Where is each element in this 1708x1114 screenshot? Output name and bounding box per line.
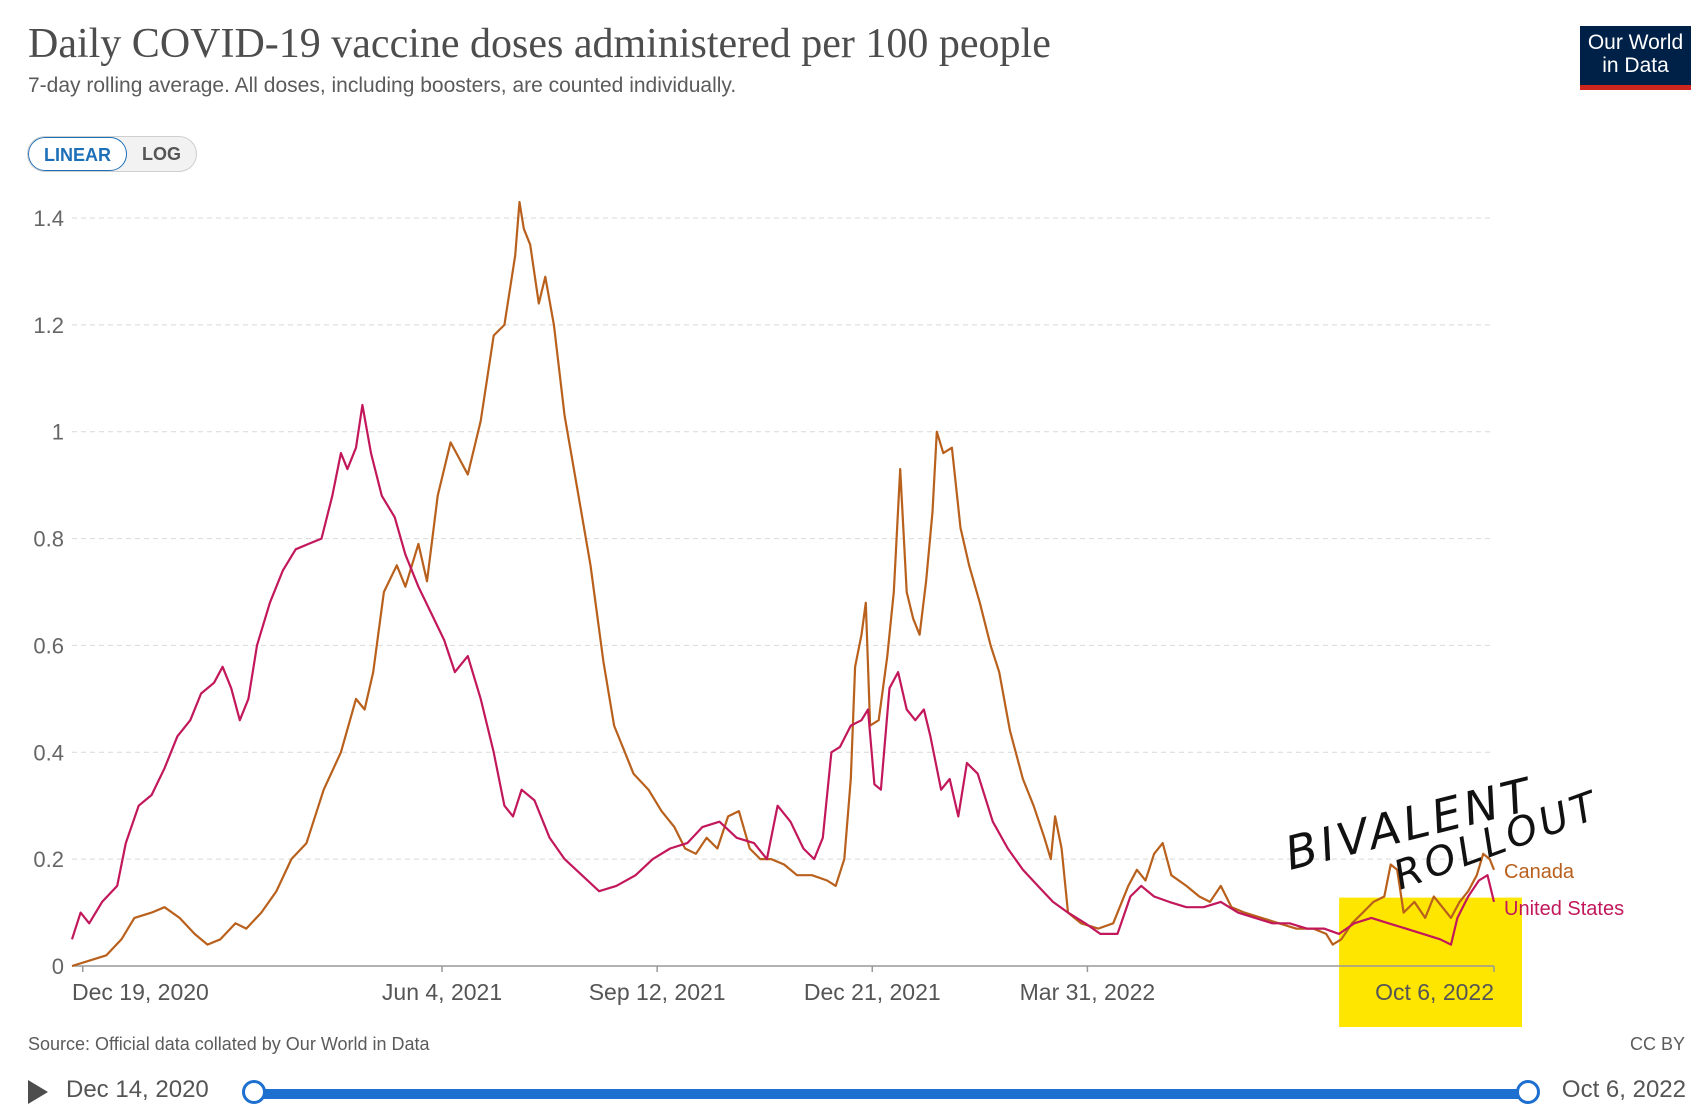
scale-toggle: LINEAR LOG: [27, 136, 197, 172]
y-tick-label: 0: [52, 954, 64, 979]
x-tick-label: Dec 19, 2020: [72, 979, 209, 1005]
y-tick-label: 1: [52, 420, 64, 445]
series-line-united-states: [70, 403, 1496, 946]
logo-line-1: Our World: [1587, 31, 1684, 54]
x-tick-label: Mar 31, 2022: [1020, 979, 1156, 1005]
chart-subtitle: 7-day rolling average. All doses, includ…: [28, 74, 737, 97]
timeline-end-label: Oct 6, 2022: [1561, 1076, 1686, 1103]
timeline-start-handle[interactable]: [242, 1080, 266, 1104]
x-tick-label: Dec 21, 2021: [804, 979, 941, 1005]
logo-line-2: in Data: [1602, 54, 1669, 77]
source-note: Source: Official data collated by Our Wo…: [28, 1034, 430, 1054]
x-tick-label: Jun 4, 2021: [382, 979, 502, 1005]
series-label-canada: Canada: [1504, 861, 1575, 883]
logo-accent-bar: [1580, 85, 1691, 90]
play-icon[interactable]: [28, 1080, 48, 1104]
x-tick-label: Oct 6, 2022: [1375, 979, 1494, 1005]
timeline-end-handle[interactable]: [1516, 1080, 1540, 1104]
chart-title: Daily COVID-19 vaccine doses administere…: [28, 21, 1051, 67]
line-chart: 0 0.2 0.4 0.6 0.8 1 1.2 1.4 Dec 19, 2020 Jun 4, 2…: [33, 200, 1624, 1027]
y-tick-label: 0.6: [33, 633, 64, 658]
series-line-canada: [71, 200, 1496, 968]
x-tick-label: Sep 12, 2021: [589, 979, 726, 1005]
annotation-highlight-box: [1339, 897, 1522, 1027]
y-tick-label: 0.2: [33, 847, 64, 872]
timeline-start-label: Dec 14, 2020: [66, 1076, 209, 1103]
owid-logo[interactable]: Our World in Data: [1580, 26, 1691, 90]
y-tick-label: 0.4: [33, 740, 64, 765]
linear-scale-button[interactable]: LINEAR: [28, 137, 127, 171]
y-tick-label: 0.8: [33, 527, 64, 552]
timeline-slider: Dec 14, 2020 Oct 6, 2022: [24, 1072, 1694, 1112]
license-link[interactable]: CC BY: [1629, 1034, 1685, 1054]
series-label-united-states: United States: [1504, 898, 1624, 920]
log-scale-button[interactable]: LOG: [142, 144, 181, 164]
y-tick-label: 1.2: [33, 313, 64, 338]
timeline-track[interactable]: [254, 1089, 1528, 1099]
y-tick-label: 1.4: [33, 206, 64, 231]
